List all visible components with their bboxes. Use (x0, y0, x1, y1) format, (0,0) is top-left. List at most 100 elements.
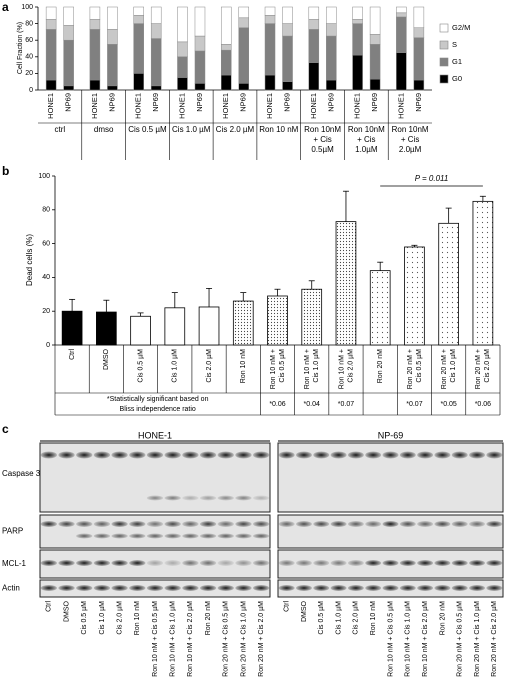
bar-segment (194, 35, 206, 52)
x-tick-label: NP69 (239, 93, 248, 112)
bar-segment (413, 6, 425, 28)
lane-label: Ron 20 nM + Cis 1.0 µM (474, 601, 481, 677)
bar-segment (220, 6, 232, 45)
x-tick-label: NP69 (370, 93, 379, 112)
blot-band (199, 560, 217, 566)
blot-band (313, 585, 330, 591)
blot-band (182, 495, 199, 501)
blot-band (164, 495, 181, 501)
bar-segment (308, 6, 320, 20)
bar-segment (194, 6, 206, 37)
group-label: + Cis (313, 135, 331, 144)
group-label: dmso (94, 125, 114, 134)
bar-segment (413, 79, 425, 91)
x-tick-label: NP69 (64, 93, 73, 112)
bar-segment (326, 23, 337, 37)
bar-segment (177, 56, 188, 78)
legend-swatch (439, 74, 449, 84)
panel-label: c (2, 422, 9, 436)
blot-band (111, 451, 128, 459)
bar-segment (326, 6, 337, 24)
bar-segment (352, 19, 363, 24)
x-tick-label: HONE1 (265, 93, 274, 119)
blot-band (434, 560, 451, 566)
bar-segment (220, 74, 232, 91)
blot-band (365, 560, 382, 566)
bar-segment (413, 27, 425, 38)
bar-segment (133, 6, 144, 16)
blot-band (365, 521, 382, 527)
bliss-label: *0.05 (440, 401, 456, 408)
blot-band (217, 560, 234, 566)
x-tick-label: Ron 10 nM (240, 349, 247, 383)
lane-label: Ron 10 nM + Cis 2.0 µM (187, 601, 194, 677)
y-tick-label: 60 (25, 37, 33, 44)
bar-segment (89, 19, 101, 30)
bar-segment (396, 52, 407, 91)
group-label: Cis 2.0 µM (216, 125, 255, 134)
blot-band (129, 533, 146, 539)
legend-label: S (452, 40, 457, 49)
blot-band (330, 560, 347, 566)
blot-band (217, 451, 234, 459)
blot-band (182, 451, 199, 459)
bar-segment (133, 73, 144, 91)
lane-label: Ctrl (46, 601, 53, 612)
y-tick-label: 40 (42, 274, 50, 281)
bar-segment (194, 50, 206, 84)
bar-segment (63, 25, 74, 41)
note: Bliss independence ratio (120, 406, 196, 413)
x-tick-label: HONE1 (46, 93, 55, 119)
blot-band (164, 451, 181, 459)
bliss-label: *0.06 (269, 401, 285, 408)
x-tick-label: HONE1 (134, 93, 143, 119)
x-tick-label: Cis 1.0 µM (313, 349, 320, 383)
lane-label: Ron 20 nM + Cis 2.0 µM (258, 601, 265, 677)
blot-band (93, 585, 111, 591)
legend-swatch (439, 23, 449, 33)
bar-segment (107, 85, 118, 91)
legend-label: G1 (452, 57, 462, 66)
blot-band (182, 521, 199, 527)
blot-band (129, 560, 146, 566)
y-axis-label: Dead cells (%) (25, 234, 34, 286)
blot-band (399, 521, 416, 527)
blot-band (347, 560, 364, 566)
blot-band (76, 533, 93, 539)
lane-label: Ron 20 nM (439, 601, 446, 635)
blot-band (129, 585, 146, 591)
bar-segment (107, 6, 118, 30)
y-tick-label: 20 (42, 308, 50, 315)
blot-band (278, 585, 295, 591)
bar-segment (63, 39, 74, 87)
lane-label: DMSO (301, 600, 308, 622)
bar-segment (63, 6, 74, 26)
x-tick-label: Ron 20 nM + (441, 349, 448, 389)
blot-band (164, 585, 181, 591)
lane-label: Ron 10 nM + Cis 0.5 µM (387, 601, 394, 677)
blot-band (235, 451, 252, 459)
bar-segment (282, 23, 293, 37)
x-tick-label: Ctrl (69, 349, 76, 360)
blot-band (382, 560, 399, 566)
blot-band (235, 495, 252, 501)
x-tick-label: NP69 (107, 93, 116, 112)
blot-band (217, 585, 234, 591)
bar (267, 295, 288, 346)
blot-band (76, 451, 93, 459)
x-tick-label: Cis 1.0 µM (450, 349, 457, 383)
bar-segment (396, 6, 407, 14)
bar-segment (63, 85, 74, 91)
x-tick-label: Cis 2.0 µM (206, 349, 213, 383)
bar (61, 310, 83, 346)
blot-band (347, 521, 364, 527)
blot-band (111, 585, 128, 591)
bar-segment (45, 29, 57, 81)
y-axis-label: Cell Fraction (%) (17, 22, 24, 74)
blot-band (434, 451, 451, 459)
x-tick-label: HONE1 (177, 93, 186, 119)
bar-segment (150, 6, 162, 24)
group-label: 0.5µM (311, 145, 334, 154)
bar-segment (150, 23, 162, 39)
bar-segment (264, 15, 276, 24)
